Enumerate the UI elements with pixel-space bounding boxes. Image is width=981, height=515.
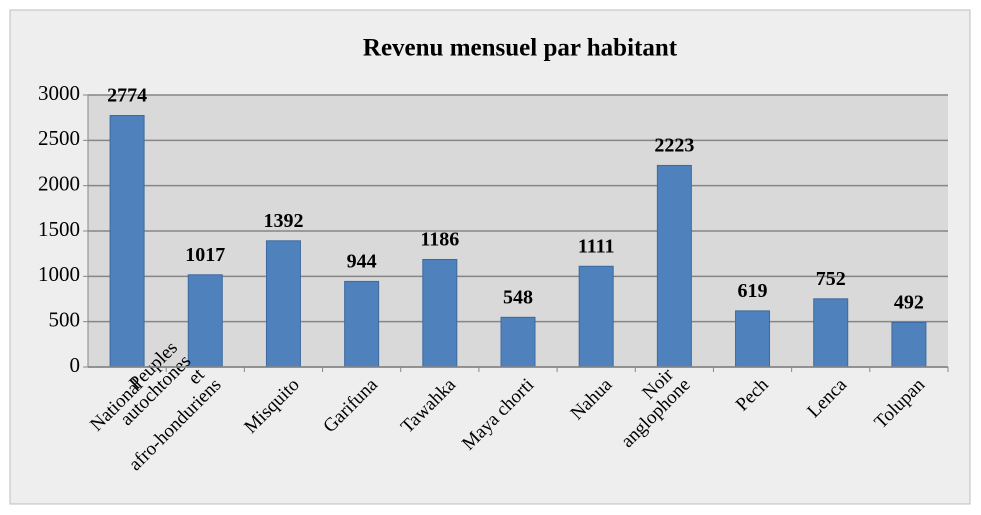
y-tick-label: 2000 [38,171,80,195]
bar [344,280,380,368]
value-label: 492 [894,291,924,313]
value-label: 1017 [185,244,225,266]
value-label: 548 [503,286,533,308]
bar [422,258,458,368]
bar [187,274,223,368]
bar [500,316,536,368]
bar [891,321,927,368]
value-label: 944 [347,250,377,272]
value-label: 619 [738,280,768,302]
bar [813,298,849,368]
y-tick-label: 1000 [38,262,80,286]
bar [656,164,692,368]
bar [735,310,771,368]
bar [109,114,145,368]
value-label: 752 [816,268,846,290]
value-label: 1186 [420,228,459,250]
value-label: 2774 [107,84,147,106]
chart-title: Revenu mensuel par habitant [363,35,678,62]
bar [578,265,614,368]
y-tick-label: 1500 [38,217,80,241]
value-label: 1392 [263,210,303,232]
y-tick-label: 3000 [38,81,80,105]
y-tick-label: 0 [70,353,81,377]
value-label: 2223 [654,134,694,156]
y-tick-label: 500 [49,307,81,331]
y-tick-label: 2500 [38,126,80,150]
value-label: 1111 [578,235,615,257]
bar [265,240,301,368]
